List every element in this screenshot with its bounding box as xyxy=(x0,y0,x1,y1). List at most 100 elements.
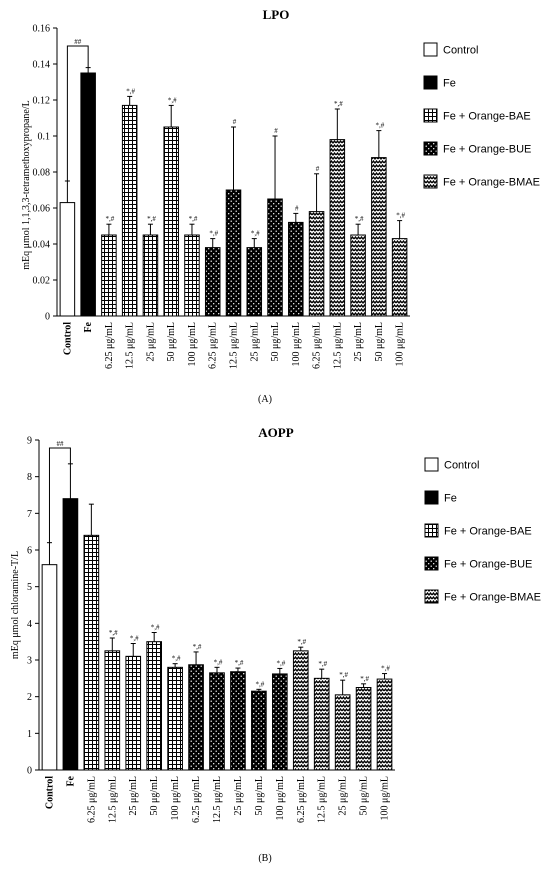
x-tick-label: 12.5 μg/mL xyxy=(212,776,223,823)
significance-label: # xyxy=(316,165,320,173)
bar xyxy=(246,247,263,317)
bar xyxy=(355,687,372,771)
significance-label: *,# xyxy=(106,215,115,223)
legend-swatch xyxy=(424,589,439,604)
significance-label: *,# xyxy=(214,658,223,666)
bar xyxy=(329,139,346,317)
bar xyxy=(167,666,183,771)
bar xyxy=(267,198,283,317)
bar xyxy=(209,672,225,771)
bar xyxy=(251,690,267,771)
x-tick-label: 50 μg/mL xyxy=(374,322,385,362)
y-tick-label: 0 xyxy=(45,312,50,323)
legend-label: Fe + Orange-BAE xyxy=(444,526,532,538)
x-tick-label: 100 μg/mL xyxy=(380,776,391,821)
bar xyxy=(308,211,325,317)
bar xyxy=(59,202,76,317)
x-tick-label: 6.25 μg/mL xyxy=(208,322,219,369)
y-axis-label: mEq μmol 1,1,3,3-tetramethoxypropane/L xyxy=(21,100,32,270)
significance-label: *,# xyxy=(256,680,265,688)
bar xyxy=(104,650,121,771)
bar xyxy=(288,221,304,317)
y-tick-label: 0.1 xyxy=(38,132,51,143)
bracket-label: ## xyxy=(56,440,64,448)
x-tick-label: Control xyxy=(62,322,73,355)
x-tick-label: 100 μg/mL xyxy=(170,776,181,821)
bracket-label: ## xyxy=(74,38,82,46)
significance-label: *,# xyxy=(251,230,260,238)
bar xyxy=(80,72,96,317)
x-tick-label: 100 μg/mL xyxy=(291,322,302,367)
significance-label: *,# xyxy=(334,100,343,108)
y-tick-label: 4 xyxy=(27,619,32,630)
bar xyxy=(188,664,204,771)
bar xyxy=(292,650,309,771)
bar xyxy=(204,247,221,317)
legend-label: Control xyxy=(444,460,479,472)
x-tick-label: 25 μg/mL xyxy=(249,322,260,362)
panel-letter: (A) xyxy=(258,394,272,405)
significance-label: *,# xyxy=(339,671,348,679)
bar xyxy=(371,157,387,317)
chart-title: LPO xyxy=(263,7,290,22)
bar xyxy=(41,564,58,771)
x-tick-label: 25 μg/mL xyxy=(145,322,156,362)
legend-swatch xyxy=(424,490,439,505)
bar xyxy=(376,678,393,771)
significance-label: *,# xyxy=(168,96,177,104)
x-tick-label: 6.25 μg/mL xyxy=(191,776,202,823)
significance-bracket xyxy=(48,447,71,543)
x-tick-label: Control xyxy=(44,776,55,809)
legend-swatch xyxy=(424,556,439,571)
significance-label: *,# xyxy=(276,659,285,667)
x-tick-label: 50 μg/mL xyxy=(254,776,265,816)
significance-label: *,# xyxy=(126,87,135,95)
legend-label: Fe xyxy=(443,78,456,90)
x-tick-label: 6.25 μg/mL xyxy=(86,776,97,823)
y-tick-label: 0.02 xyxy=(33,276,51,287)
x-tick-label: 25 μg/mL xyxy=(338,776,349,816)
legend-swatch xyxy=(423,174,438,189)
significance-label: *,# xyxy=(375,122,384,130)
y-tick-label: 0.04 xyxy=(33,240,51,251)
bar xyxy=(163,126,179,317)
bar xyxy=(146,641,163,771)
y-tick-label: 0 xyxy=(27,766,32,777)
x-tick-label: 6.25 μg/mL xyxy=(296,776,307,823)
y-tick-label: 0.16 xyxy=(33,24,51,35)
bar xyxy=(313,677,330,771)
significance-label: *,# xyxy=(151,624,160,632)
x-tick-label: 100 μg/mL xyxy=(275,776,286,821)
y-tick-label: 9 xyxy=(27,436,32,447)
y-tick-label: 5 xyxy=(27,582,32,593)
y-tick-label: 3 xyxy=(27,656,32,667)
x-tick-label: 100 μg/mL xyxy=(187,322,198,367)
x-tick-label: 12.5 μg/mL xyxy=(125,322,136,369)
bar xyxy=(83,534,100,771)
x-tick-label: 12.5 μg/mL xyxy=(317,776,328,823)
significance-label: *,# xyxy=(209,230,218,238)
x-tick-label: 50 μg/mL xyxy=(149,776,160,816)
bar xyxy=(142,234,159,317)
significance-label: *,# xyxy=(130,635,139,643)
lpo-chart: LPO mEq μmol 1,1,3,3-tetramethoxypropane… xyxy=(21,7,540,405)
x-tick-label: 6.25 μg/mL xyxy=(104,322,115,369)
legend-label: Control xyxy=(443,45,478,57)
legend-label: Fe + Orange-BMAE xyxy=(443,177,540,189)
significance-label: *,# xyxy=(189,215,198,223)
x-tick-label: 25 μg/mL xyxy=(233,776,244,816)
x-tick-label: Fe xyxy=(83,321,94,332)
legend-label: Fe + Orange-BUE xyxy=(444,559,532,571)
significance-label: # xyxy=(295,204,299,212)
legend-label: Fe + Orange-BMAE xyxy=(444,592,541,604)
legend-swatch xyxy=(424,523,439,538)
significance-label: # xyxy=(233,118,237,126)
x-tick-label: 6.25 μg/mL xyxy=(312,322,323,369)
y-tick-label: 2 xyxy=(27,692,32,703)
y-tick-label: 8 xyxy=(27,472,32,483)
bar xyxy=(271,673,288,771)
x-tick-label: 50 μg/mL xyxy=(166,322,177,362)
legend-swatch xyxy=(423,75,438,90)
significance-label: *,# xyxy=(193,643,202,651)
